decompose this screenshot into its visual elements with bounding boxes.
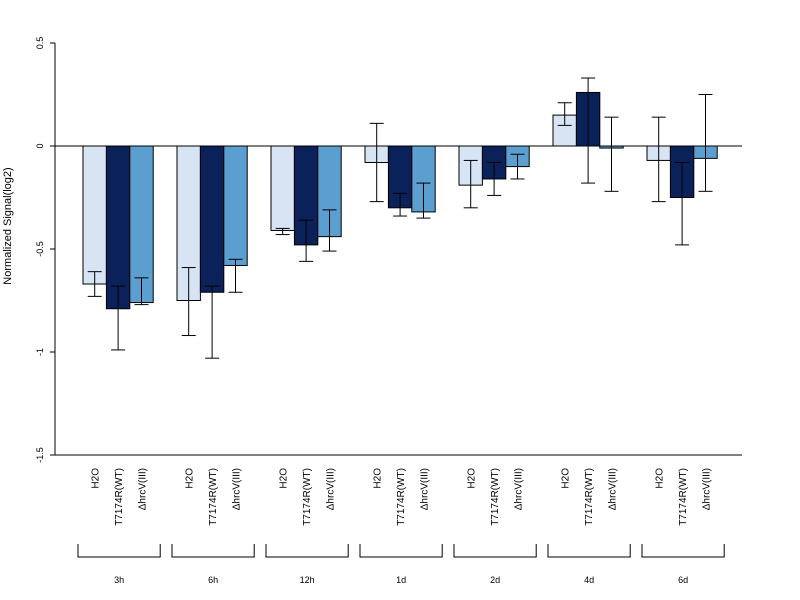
group-label: 6d [678, 575, 688, 585]
error-bars [87, 77, 713, 359]
bars [82, 91, 718, 310]
x-category-label: H2O [655, 468, 666, 489]
x-category-label: ΔhrcV(III) [420, 468, 431, 510]
group-brackets: 3h 6h 12h 1d 2d 4d 6d [77, 544, 725, 585]
group-bracket [359, 544, 443, 558]
group-bracket [453, 544, 537, 558]
group-bracket [265, 544, 349, 558]
group-bracket [547, 544, 631, 558]
x-category-label: T7174R(WT) [584, 468, 595, 526]
group-label: 2d [490, 575, 500, 585]
x-category-label: H2O [373, 468, 384, 489]
group-label: 1d [396, 575, 406, 585]
group-label: 12h [300, 575, 315, 585]
x-category-label: H2O [279, 468, 290, 489]
y-tick-label: 0.5 [35, 37, 45, 50]
group-bracket [641, 544, 725, 558]
x-category-label: ΔhrcV(III) [326, 468, 337, 510]
group-label: 4d [584, 575, 594, 585]
y-tick-label: -1 [35, 348, 45, 356]
y-tick-label: -1.5 [35, 447, 45, 463]
y-tick-label: -0.5 [35, 241, 45, 257]
x-category-label: ΔhrcV(III) [138, 468, 149, 510]
x-category-label: H2O [467, 468, 478, 489]
x-category-label: T7174R(WT) [490, 468, 501, 526]
x-category-label: T7174R(WT) [208, 468, 219, 526]
bar [199, 145, 225, 293]
bar [270, 145, 295, 231]
bar [105, 145, 131, 310]
group-label: 3h [114, 575, 124, 585]
bar [223, 145, 248, 266]
x-category-label: T7174R(WT) [302, 468, 313, 526]
y-axis: 0.5 0 -0.5 -1 -1.5 [35, 37, 56, 463]
y-axis-title: Normalized Signal(log2) [2, 167, 14, 284]
x-category-label: H2O [185, 468, 196, 489]
x-category-label: ΔhrcV(III) [514, 468, 525, 510]
group-label: 6h [208, 575, 218, 585]
group-bracket [77, 544, 161, 558]
bar [82, 145, 107, 285]
x-category-label: T7174R(WT) [114, 468, 125, 526]
x-category-label: ΔhrcV(III) [608, 468, 619, 510]
y-tick-label: 0 [35, 143, 45, 148]
x-category-label: ΔhrcV(III) [702, 468, 713, 510]
group-bracket [171, 544, 255, 558]
x-axis-labels: H2O T7174R(WT) ΔhrcV(III) H2O T7174R(WT) Δhrc… [91, 468, 713, 526]
x-category-label: T7174R(WT) [678, 468, 689, 526]
x-category-label: H2O [91, 468, 102, 489]
x-category-label: H2O [561, 468, 572, 489]
x-category-label: ΔhrcV(III) [232, 468, 243, 510]
x-category-label: T7174R(WT) [396, 468, 407, 526]
